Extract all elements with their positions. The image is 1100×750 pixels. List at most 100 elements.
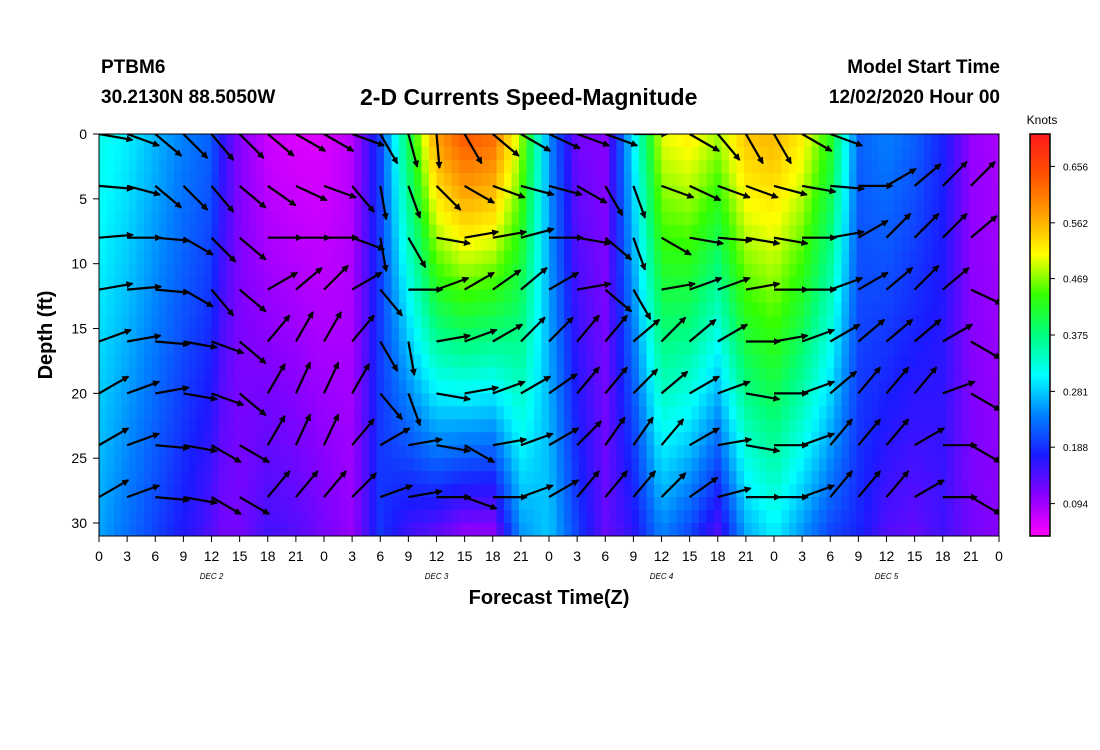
heatmap-cell (984, 458, 993, 472)
heatmap-cell (811, 419, 820, 433)
heatmap-cell (249, 328, 258, 343)
heatmap-cell (684, 302, 693, 317)
heatmap-cell (579, 458, 588, 472)
heatmap-cell (624, 159, 633, 174)
heatmap-cell (916, 146, 925, 161)
heatmap-cell (211, 172, 220, 187)
heatmap-cell (684, 523, 693, 536)
heatmap-cell (639, 510, 648, 524)
heatmap-cell (241, 523, 250, 536)
heatmap-cell (189, 328, 198, 343)
heatmap-cell (286, 237, 295, 252)
y-tick-label: 10 (71, 256, 87, 272)
heatmap-cell (481, 172, 490, 187)
heatmap-cell (481, 328, 490, 343)
heatmap-cell (646, 198, 655, 213)
heatmap-cell (616, 354, 625, 369)
current-vector (211, 340, 245, 355)
heatmap-cell (256, 458, 265, 472)
heatmap-cell (534, 198, 543, 213)
heatmap-cell (496, 419, 505, 433)
heatmap-cell (406, 328, 415, 343)
current-vector (520, 184, 555, 197)
heatmap-cell (399, 497, 408, 511)
heatmap-cell (414, 523, 423, 536)
heatmap-cell (909, 367, 918, 381)
heatmap-cell (241, 315, 250, 330)
heatmap-cell (849, 523, 858, 536)
heatmap-cell (811, 315, 820, 330)
heatmap-cell (549, 458, 558, 472)
heatmap-cell (916, 445, 925, 459)
heatmap-cell (504, 185, 513, 200)
heatmap-cell (834, 419, 843, 433)
heatmap-cell (969, 393, 978, 407)
heatmap-cell (624, 289, 633, 304)
heatmap-cell (691, 237, 700, 252)
heatmap-cell (129, 406, 138, 420)
heatmap-cell (264, 289, 273, 304)
heatmap-cell (159, 276, 168, 291)
heatmap-cell (249, 523, 258, 536)
heatmap-cell (841, 263, 850, 278)
heatmap-cell (429, 263, 438, 278)
heatmap-cell (354, 159, 363, 174)
current-vector (323, 470, 347, 498)
heatmap-cell (691, 393, 700, 407)
heatmap-cell (684, 432, 693, 446)
heatmap-cell (489, 341, 498, 356)
heatmap-cell (736, 510, 745, 524)
heatmap-cell (736, 354, 745, 369)
heatmap-cell (849, 354, 858, 369)
heatmap-cell (534, 510, 543, 524)
heatmap-cell (564, 523, 573, 536)
heatmap-cell (774, 458, 783, 472)
heatmap-cell (279, 276, 288, 291)
heatmap-cell (226, 237, 235, 252)
heatmap-cell (894, 523, 903, 536)
heatmap-cell (354, 393, 363, 407)
heatmap-cell (369, 224, 378, 239)
x-tick-label: 21 (513, 548, 529, 564)
heatmap-cell (691, 458, 700, 472)
heatmap-cell (256, 380, 265, 394)
heatmap-cell (976, 419, 985, 433)
heatmap-cell (526, 484, 535, 498)
heatmap-cell (961, 328, 970, 343)
heatmap-cell (924, 328, 933, 343)
heatmap-cell (826, 458, 835, 472)
heatmap-cell (699, 263, 708, 278)
current-vector (801, 380, 836, 395)
heatmap-cell (459, 134, 468, 148)
heatmap-cell (121, 134, 130, 148)
heatmap-cell (849, 393, 858, 407)
heatmap-cell (826, 263, 835, 278)
x-tick-label: 21 (963, 548, 979, 564)
heatmap-cell (226, 497, 235, 511)
heatmap-cell (811, 471, 820, 485)
heatmap-cell (511, 367, 520, 381)
heatmap-cell (639, 302, 648, 317)
heatmap-cell (181, 419, 190, 433)
heatmap-cell (654, 432, 663, 446)
current-vector (998, 289, 999, 292)
heatmap-cell (346, 471, 355, 485)
heatmap-cell (151, 263, 160, 278)
heatmap-cell (369, 341, 378, 356)
heatmap-cell (534, 328, 543, 343)
heatmap-cell (549, 211, 558, 226)
heatmap-cell (699, 432, 708, 446)
heatmap-cell (654, 341, 663, 356)
heatmap-cell (264, 198, 273, 213)
heatmap-cell (669, 328, 678, 343)
heatmap-cell (706, 224, 715, 239)
heatmap-cell (271, 328, 280, 343)
heatmap-cell (781, 211, 790, 226)
heatmap-cell (721, 159, 730, 174)
heatmap-cell (564, 198, 573, 213)
heatmap-cell (841, 328, 850, 343)
heatmap-cell (699, 471, 708, 485)
heatmap-cell (436, 302, 445, 317)
heatmap-cell (594, 471, 603, 485)
heatmap-cell (136, 172, 145, 187)
